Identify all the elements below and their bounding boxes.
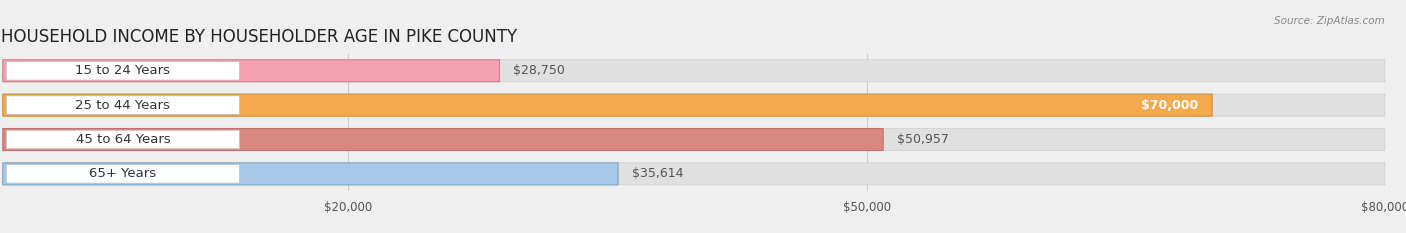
Text: 45 to 64 Years: 45 to 64 Years — [76, 133, 170, 146]
Text: 25 to 44 Years: 25 to 44 Years — [76, 99, 170, 112]
FancyBboxPatch shape — [3, 129, 1385, 151]
Text: 15 to 24 Years: 15 to 24 Years — [76, 64, 170, 77]
FancyBboxPatch shape — [6, 96, 239, 114]
Text: Source: ZipAtlas.com: Source: ZipAtlas.com — [1274, 16, 1385, 26]
FancyBboxPatch shape — [6, 164, 239, 183]
FancyBboxPatch shape — [6, 62, 239, 80]
FancyBboxPatch shape — [3, 60, 499, 82]
Text: $50,957: $50,957 — [897, 133, 949, 146]
FancyBboxPatch shape — [3, 94, 1212, 116]
Text: HOUSEHOLD INCOME BY HOUSEHOLDER AGE IN PIKE COUNTY: HOUSEHOLD INCOME BY HOUSEHOLDER AGE IN P… — [1, 28, 517, 46]
Text: $70,000: $70,000 — [1142, 99, 1198, 112]
Text: $35,614: $35,614 — [631, 167, 683, 180]
FancyBboxPatch shape — [3, 60, 1385, 82]
FancyBboxPatch shape — [3, 163, 619, 185]
Text: $28,750: $28,750 — [513, 64, 565, 77]
FancyBboxPatch shape — [3, 129, 883, 151]
Text: 65+ Years: 65+ Years — [90, 167, 156, 180]
FancyBboxPatch shape — [3, 94, 1385, 116]
FancyBboxPatch shape — [3, 163, 1385, 185]
FancyBboxPatch shape — [6, 130, 239, 149]
